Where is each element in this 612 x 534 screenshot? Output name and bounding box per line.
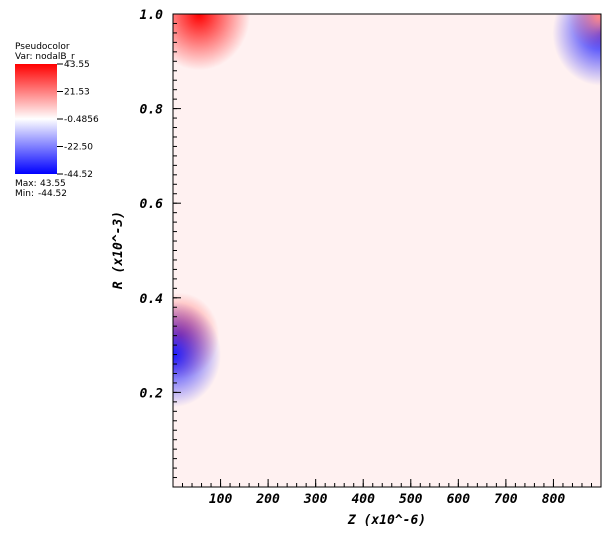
min-label: Min: — [15, 189, 34, 199]
y-tick-label: 0.4 — [140, 292, 164, 307]
colorbar-tick-label: 43.55 — [64, 60, 90, 70]
x-tick-label: 500 — [399, 492, 423, 507]
y-tick-label: 0.8 — [140, 103, 164, 118]
field-hotspot — [568, 14, 601, 50]
colorbar-tick-label: -22.50 — [64, 142, 93, 152]
x-tick-label: 300 — [303, 492, 328, 507]
field — [173, 14, 601, 408]
max-value: 43.55 — [40, 179, 66, 189]
x-tick-label: 400 — [351, 492, 375, 507]
x-tick-label: 700 — [494, 492, 518, 507]
legend-title: Pseudocolor — [15, 42, 70, 52]
field-background — [173, 14, 601, 487]
min-value: -44.52 — [38, 189, 67, 199]
field-hotspot — [173, 301, 221, 408]
y-tick-label: 0.2 — [140, 386, 164, 401]
max-label: Max: — [15, 179, 37, 189]
y-axis-label: R (x10^-3) — [111, 211, 126, 289]
x-tick-label: 200 — [255, 492, 280, 507]
field-hotspot — [173, 14, 251, 71]
colorbar-tick-label: 21.53 — [64, 88, 90, 98]
x-tick-label: 800 — [542, 492, 566, 507]
legend-variable: Var: nodalB_r — [15, 52, 75, 62]
x-tick-label: 600 — [447, 492, 471, 507]
y-tick-label: 1.0 — [140, 8, 164, 23]
x-tick-label: 100 — [209, 492, 233, 507]
colorbar-tick-label: -0.4856 — [64, 115, 99, 125]
x-axis-label: Z (x10^-6) — [347, 513, 426, 528]
colorbar-tick-label: -44.52 — [64, 170, 93, 180]
colorbar — [15, 64, 57, 174]
y-tick-label: 0.6 — [140, 197, 164, 212]
